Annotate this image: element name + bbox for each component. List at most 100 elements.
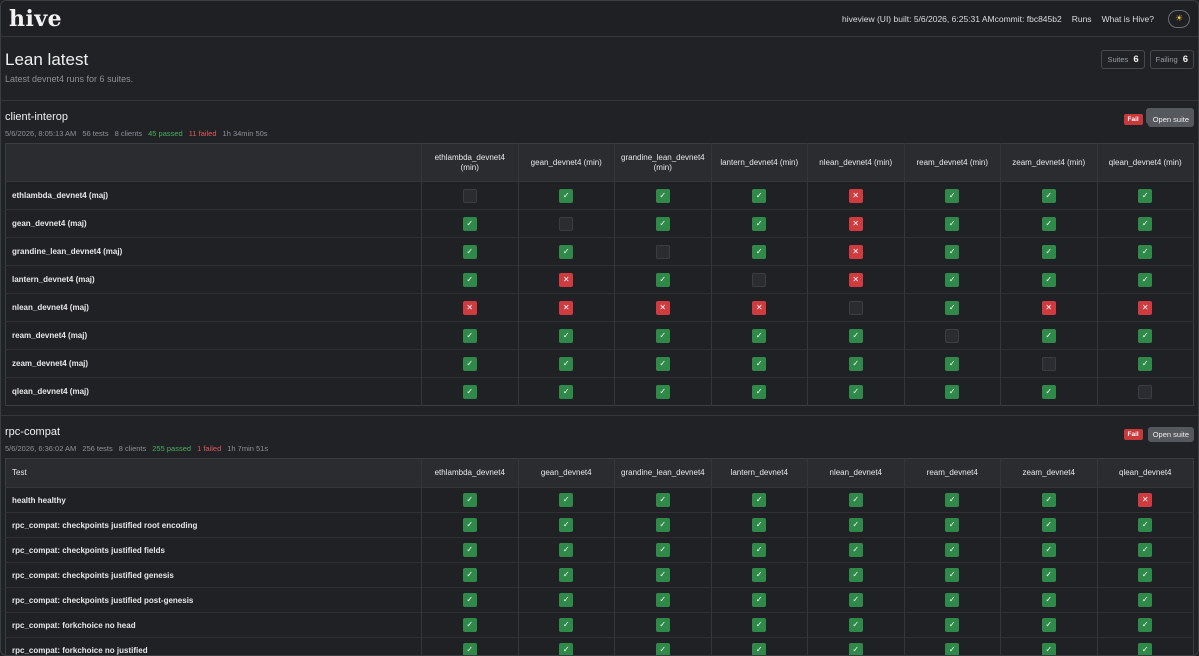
result-cell[interactable]: ✓ <box>421 349 518 378</box>
result-cell[interactable]: ✓ <box>1096 349 1194 378</box>
result-cell[interactable]: ✓ <box>1000 612 1097 638</box>
result-cell[interactable] <box>1096 377 1194 406</box>
result-cell[interactable]: ✓ <box>421 637 518 655</box>
result-cell[interactable]: ✕ <box>1000 293 1097 322</box>
result-cell[interactable]: ✓ <box>614 209 711 238</box>
open-suite-button[interactable]: Open suite <box>1147 112 1194 127</box>
result-cell[interactable]: ✓ <box>807 487 904 513</box>
result-cell[interactable]: ✓ <box>421 612 518 638</box>
result-cell[interactable] <box>903 321 1001 350</box>
result-cell[interactable]: ✓ <box>903 293 1001 322</box>
result-cell[interactable]: ✓ <box>517 487 615 513</box>
result-cell[interactable]: ✓ <box>517 587 615 613</box>
result-cell[interactable]: ✓ <box>903 181 1001 210</box>
result-cell[interactable]: ✓ <box>1096 321 1194 350</box>
result-cell[interactable]: ✕ <box>710 293 808 322</box>
result-cell[interactable]: ✓ <box>710 377 808 406</box>
result-cell[interactable]: ✓ <box>807 377 904 406</box>
result-cell[interactable]: ✓ <box>421 562 518 588</box>
result-cell[interactable]: ✓ <box>1000 512 1097 538</box>
result-cell[interactable]: ✓ <box>614 512 711 538</box>
result-cell[interactable]: ✓ <box>903 562 1001 588</box>
hive-logo[interactable]: hive <box>9 5 63 32</box>
result-cell[interactable]: ✓ <box>614 321 711 350</box>
result-cell[interactable]: ✓ <box>903 209 1001 238</box>
result-cell[interactable]: ✕ <box>517 265 615 294</box>
result-cell[interactable]: ✓ <box>903 587 1001 613</box>
result-cell[interactable]: ✕ <box>421 293 518 322</box>
result-cell[interactable]: ✓ <box>710 537 808 563</box>
result-cell[interactable]: ✓ <box>807 612 904 638</box>
theme-toggle-button[interactable]: ☀ <box>1168 9 1190 28</box>
result-cell[interactable] <box>421 181 518 210</box>
result-cell[interactable]: ✓ <box>710 321 808 350</box>
result-cell[interactable]: ✕ <box>614 293 711 322</box>
result-cell[interactable]: ✓ <box>1096 237 1194 266</box>
result-cell[interactable]: ✓ <box>903 612 1001 638</box>
result-cell[interactable]: ✓ <box>1096 209 1194 238</box>
result-cell[interactable]: ✓ <box>1096 181 1194 210</box>
result-cell[interactable]: ✓ <box>1000 209 1097 238</box>
result-cell[interactable]: ✓ <box>903 637 1001 655</box>
result-cell[interactable]: ✓ <box>710 587 808 613</box>
result-cell[interactable] <box>807 293 904 322</box>
result-cell[interactable] <box>710 265 808 294</box>
result-cell[interactable]: ✓ <box>1096 637 1194 655</box>
result-cell[interactable]: ✓ <box>1096 512 1194 538</box>
result-cell[interactable]: ✓ <box>1096 265 1194 294</box>
result-cell[interactable]: ✓ <box>710 637 808 655</box>
result-cell[interactable]: ✓ <box>517 377 615 406</box>
result-cell[interactable]: ✓ <box>517 512 615 538</box>
result-cell[interactable]: ✕ <box>517 293 615 322</box>
result-cell[interactable]: ✓ <box>807 321 904 350</box>
result-cell[interactable]: ✓ <box>421 487 518 513</box>
result-cell[interactable]: ✓ <box>1000 487 1097 513</box>
result-cell[interactable]: ✓ <box>710 487 808 513</box>
nav-runs-link[interactable]: Runs <box>1071 13 1092 24</box>
result-cell[interactable]: ✓ <box>807 349 904 378</box>
result-cell[interactable]: ✓ <box>710 562 808 588</box>
result-cell[interactable]: ✓ <box>1096 537 1194 563</box>
result-cell[interactable]: ✓ <box>903 265 1001 294</box>
result-cell[interactable]: ✓ <box>421 265 518 294</box>
result-cell[interactable]: ✕ <box>1096 293 1194 322</box>
result-cell[interactable]: ✓ <box>421 321 518 350</box>
result-cell[interactable]: ✓ <box>421 377 518 406</box>
result-cell[interactable]: ✕ <box>1096 487 1194 513</box>
result-cell[interactable]: ✓ <box>807 537 904 563</box>
result-cell[interactable]: ✓ <box>1096 612 1194 638</box>
result-cell[interactable]: ✓ <box>421 537 518 563</box>
result-cell[interactable] <box>1000 349 1097 378</box>
result-cell[interactable]: ✓ <box>517 612 615 638</box>
result-cell[interactable]: ✕ <box>807 181 904 210</box>
result-cell[interactable]: ✕ <box>807 209 904 238</box>
result-cell[interactable]: ✕ <box>807 237 904 266</box>
result-cell[interactable]: ✓ <box>710 237 808 266</box>
result-cell[interactable]: ✓ <box>1000 181 1097 210</box>
result-cell[interactable]: ✓ <box>614 377 711 406</box>
result-cell[interactable]: ✓ <box>614 537 711 563</box>
result-cell[interactable]: ✓ <box>710 209 808 238</box>
result-cell[interactable]: ✓ <box>614 487 711 513</box>
result-cell[interactable]: ✕ <box>807 265 904 294</box>
result-cell[interactable]: ✓ <box>903 487 1001 513</box>
result-cell[interactable]: ✓ <box>614 265 711 294</box>
result-cell[interactable]: ✓ <box>517 321 615 350</box>
result-cell[interactable]: ✓ <box>614 181 711 210</box>
result-cell[interactable]: ✓ <box>807 512 904 538</box>
result-cell[interactable]: ✓ <box>903 512 1001 538</box>
result-cell[interactable]: ✓ <box>1000 587 1097 613</box>
result-cell[interactable] <box>517 209 615 238</box>
result-cell[interactable]: ✓ <box>517 637 615 655</box>
result-cell[interactable]: ✓ <box>1000 321 1097 350</box>
result-cell[interactable] <box>614 237 711 266</box>
result-cell[interactable]: ✓ <box>614 637 711 655</box>
result-cell[interactable]: ✓ <box>421 237 518 266</box>
result-cell[interactable]: ✓ <box>517 181 615 210</box>
result-cell[interactable]: ✓ <box>517 562 615 588</box>
result-cell[interactable]: ✓ <box>903 237 1001 266</box>
result-cell[interactable]: ✓ <box>1000 562 1097 588</box>
result-cell[interactable]: ✓ <box>1000 265 1097 294</box>
result-cell[interactable]: ✓ <box>710 512 808 538</box>
result-cell[interactable]: ✓ <box>1000 537 1097 563</box>
